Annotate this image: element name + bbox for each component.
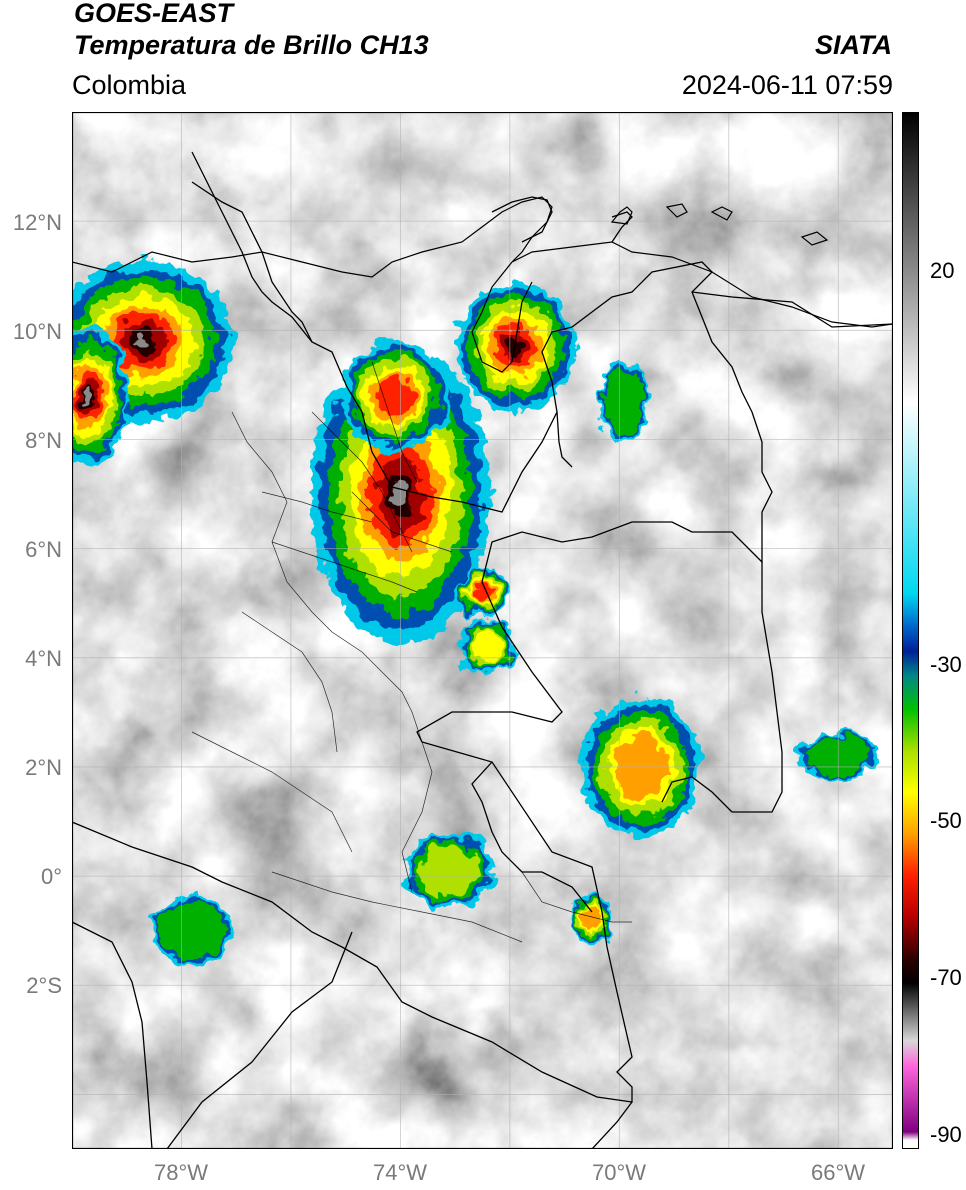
storm-contour — [506, 336, 525, 357]
lat-label: 4°N — [25, 646, 62, 671]
lat-label: 0° — [40, 864, 62, 889]
colorbar-label: -50 — [930, 808, 962, 833]
lat-label: 8°N — [25, 428, 62, 453]
storm-contour — [582, 908, 601, 932]
lat-label: 2°S — [26, 973, 62, 998]
agency-label: SIATA — [815, 30, 892, 60]
datetime-label: 2024-06-11 07:59 — [681, 70, 893, 100]
storm-contour — [85, 390, 92, 402]
lat-label: 2°N — [25, 755, 62, 780]
lon-label: 66°W — [810, 1160, 866, 1185]
colorbar-label: 20 — [930, 258, 955, 283]
country-borders — [72, 151, 893, 1149]
satellite-title: GOES-EAST — [74, 0, 234, 28]
storm-contour — [471, 631, 505, 663]
coastline — [72, 196, 893, 373]
storm-contour — [135, 334, 151, 348]
storm-contour — [375, 376, 415, 416]
lat-label: 12°N — [12, 210, 62, 235]
lat-label: 10°N — [12, 319, 62, 344]
storm-contour — [473, 583, 492, 602]
storm-contour — [604, 369, 645, 434]
lon-label: 74°W — [372, 1160, 428, 1185]
colorbar-label: -30 — [930, 652, 962, 677]
lon-label: 70°W — [591, 1160, 647, 1185]
region-label: Colombia — [72, 70, 187, 100]
lon-label: 78°W — [153, 1160, 209, 1185]
storm-contour — [160, 902, 225, 959]
colorbar-label: -70 — [930, 965, 962, 990]
admin-boundaries — [191, 361, 632, 943]
satellite-map[interactable] — [72, 112, 893, 1149]
colorbar-label: -90 — [930, 1122, 962, 1147]
map-frame — [72, 112, 893, 1149]
product-title: Temperatura de Brillo CH13 — [74, 30, 429, 60]
lat-label: 6°N — [25, 537, 62, 562]
colorbar — [902, 112, 919, 1149]
storm-contour — [419, 844, 481, 897]
